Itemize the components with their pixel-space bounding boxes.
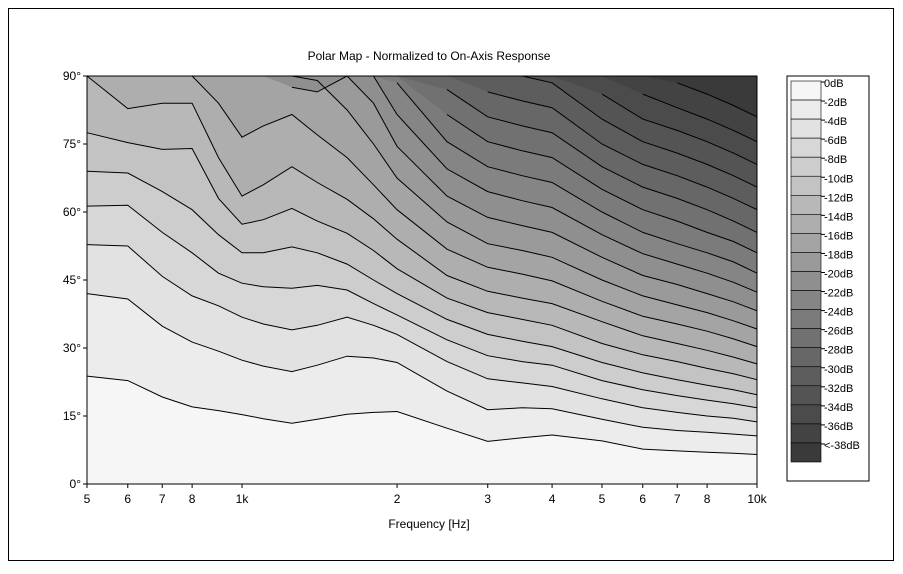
chart-title: Polar Map - Normalized to On-Axis Respon… bbox=[308, 49, 551, 63]
x-tick-label: 3 bbox=[484, 492, 491, 506]
legend-label: -24dB bbox=[824, 307, 853, 319]
x-tick-label: 6 bbox=[639, 492, 646, 506]
contour-line-28dB bbox=[446, 89, 758, 233]
legend-swatch bbox=[790, 118, 822, 139]
contour-line-6dB bbox=[86, 244, 758, 423]
legend-swatch bbox=[790, 99, 822, 120]
x-tick-label: 4 bbox=[549, 492, 556, 506]
legend-swatch bbox=[790, 347, 822, 368]
contour-line-2dB bbox=[86, 375, 758, 455]
contour-line-10dB bbox=[86, 170, 758, 396]
polar-map-chart: Polar Map - Normalized to On-Axis Respon… bbox=[63, 49, 870, 531]
legend-label: -36dB bbox=[824, 421, 853, 433]
legend-label: -32dB bbox=[824, 383, 853, 395]
legend-swatch bbox=[790, 442, 822, 463]
legend-swatch bbox=[790, 137, 822, 158]
legend-swatch bbox=[790, 385, 822, 406]
legend-label: -12dB bbox=[824, 192, 853, 204]
legend-label: 0dB bbox=[824, 78, 844, 90]
y-tick-label: 90° bbox=[63, 69, 81, 83]
contour-line-36dB bbox=[642, 93, 758, 143]
contour-line-26dB bbox=[446, 114, 758, 254]
contour-line-38dB bbox=[677, 82, 758, 118]
contour-line-34dB bbox=[601, 93, 758, 165]
plot-area bbox=[86, 75, 758, 484]
legend-swatch bbox=[790, 290, 822, 310]
x-tick-label: 1k bbox=[236, 492, 250, 506]
y-tick-label: 15° bbox=[63, 409, 81, 423]
contour-line-20dB bbox=[291, 75, 758, 312]
x-tick-label: 10k bbox=[747, 492, 767, 506]
legend-swatch bbox=[790, 175, 822, 196]
legend-label: <-38dB bbox=[824, 440, 860, 452]
x-tick-label: 7 bbox=[159, 492, 166, 506]
y-tick-label: 30° bbox=[63, 341, 81, 355]
y-tick-label: 75° bbox=[63, 137, 81, 151]
chart-panel: Polar Map - Normalized to On-Axis Respon… bbox=[8, 8, 894, 561]
contour-line-14dB bbox=[86, 75, 758, 365]
legend-label: -4dB bbox=[824, 116, 847, 128]
legend-swatch bbox=[790, 252, 822, 272]
x-tick-label: 6 bbox=[124, 492, 131, 506]
legend-label: -18dB bbox=[824, 249, 853, 261]
legend-label: -22dB bbox=[824, 288, 853, 300]
legend-label: -34dB bbox=[824, 402, 853, 414]
y-tick-label: 0° bbox=[70, 477, 82, 491]
legend-label: -6dB bbox=[824, 135, 847, 147]
legend-swatch bbox=[790, 214, 822, 234]
legend-swatch bbox=[790, 366, 822, 387]
contour-line-12dB bbox=[86, 132, 758, 381]
band-32dB bbox=[87, 76, 757, 188]
contour-line-8dB bbox=[86, 204, 758, 409]
x-tick-label: 8 bbox=[189, 492, 196, 506]
legend-swatch bbox=[790, 156, 822, 177]
legend-swatch bbox=[790, 404, 822, 425]
contour-line-32dB bbox=[522, 75, 758, 188]
x-tick-label: 7 bbox=[674, 492, 681, 506]
legend-swatch bbox=[790, 271, 822, 291]
contour-line-30dB bbox=[487, 91, 758, 211]
legend-swatch bbox=[790, 80, 822, 101]
y-tick-label: 60° bbox=[63, 205, 81, 219]
legend-swatch bbox=[790, 309, 822, 329]
axes: 5 6 7 8 1k 2 3 4 5 6 7 8 10k 0° 15° 30° 45° 60° 75° 90° bbox=[63, 69, 768, 506]
x-tick-label: 5 bbox=[599, 492, 606, 506]
legend-label: -2dB bbox=[824, 97, 847, 109]
x-axis-label: Frequency [Hz] bbox=[388, 517, 469, 531]
legend-swatch bbox=[790, 195, 822, 215]
legend-label: -30dB bbox=[824, 364, 853, 376]
contour-line-22dB bbox=[373, 75, 758, 293]
legend-label: -14dB bbox=[824, 211, 853, 223]
legend-swatch bbox=[790, 423, 822, 444]
x-tick-label: 5 bbox=[84, 492, 91, 506]
bandbelow-38dB bbox=[87, 76, 757, 117]
legend-label: -20dB bbox=[824, 269, 853, 281]
legend-label: -10dB bbox=[824, 173, 853, 185]
legend: 0dB -2dB -4dB -6dB -8dB -10dB -12dB -14dB -16dB -… bbox=[786, 75, 870, 482]
legend-label: -8dB bbox=[824, 154, 847, 166]
legend-swatch bbox=[790, 328, 822, 348]
legend-label: -16dB bbox=[824, 230, 853, 242]
contour-line-24dB bbox=[396, 82, 758, 274]
legend-swatch bbox=[790, 233, 822, 253]
x-tick-label: 8 bbox=[704, 492, 711, 506]
contour-line-4dB bbox=[86, 293, 758, 437]
legend-label: -28dB bbox=[824, 345, 853, 357]
legend-label: -26dB bbox=[824, 326, 853, 338]
x-tick-label: 2 bbox=[394, 492, 401, 506]
y-tick-label: 45° bbox=[63, 273, 81, 287]
